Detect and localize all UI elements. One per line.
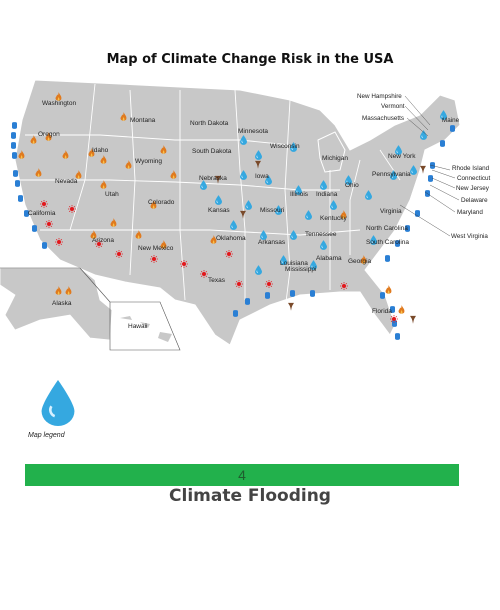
state-label: Pennsylvania bbox=[372, 171, 411, 178]
map-title: Map of Climate Change Risk in the USA bbox=[106, 52, 394, 67]
state-label: South Dakota bbox=[192, 148, 232, 155]
state-label: New Mexico bbox=[138, 245, 174, 252]
state-label: Oklahoma bbox=[216, 235, 246, 242]
state-label: Missouri bbox=[260, 207, 284, 214]
state-label: Arizona bbox=[92, 237, 114, 244]
callout-label: Rhode Island bbox=[452, 165, 490, 172]
state-label: Kentucky bbox=[320, 215, 347, 222]
alaska-inset bbox=[0, 267, 113, 341]
state-label: Colorado bbox=[148, 199, 175, 206]
callout-label: Maryland bbox=[457, 209, 483, 216]
state-borders bbox=[20, 83, 401, 311]
contiguous-us-landmass bbox=[14, 79, 461, 346]
state-label: Hawaii bbox=[128, 323, 148, 330]
callout-label: Massachusetts bbox=[362, 115, 404, 122]
legend-caption: Map legend bbox=[28, 432, 65, 439]
state-label: Georgia bbox=[348, 258, 372, 265]
state-label: Mississippi bbox=[285, 266, 316, 273]
state-labels: Washington Montana North Dakota Minnesot… bbox=[28, 100, 416, 330]
callout-label: New Jersey bbox=[456, 185, 490, 192]
state-label: North Carolina bbox=[366, 225, 408, 232]
state-label: Montana bbox=[130, 117, 156, 124]
michigan-peninsula bbox=[317, 131, 346, 173]
state-label: Alaska bbox=[52, 300, 72, 307]
state-label: South Carolina bbox=[366, 239, 409, 246]
risk-category-title: Climate Flooding bbox=[169, 486, 331, 506]
state-label: Florida bbox=[372, 308, 392, 315]
state-label: Tennessee bbox=[305, 231, 337, 238]
state-label: Nebraska bbox=[199, 175, 227, 182]
water-drop-icon bbox=[41, 380, 75, 426]
state-label: Idaho bbox=[92, 147, 109, 154]
state-label: California bbox=[28, 210, 56, 217]
state-label: Iowa bbox=[255, 173, 269, 180]
state-label: Arkansas bbox=[258, 239, 286, 246]
state-label: Alabama bbox=[316, 255, 342, 262]
state-label: Minnesota bbox=[238, 128, 268, 135]
callout-label: West Virginia bbox=[451, 233, 488, 240]
callout-label: Vermont bbox=[381, 103, 405, 110]
state-label: Utah bbox=[105, 191, 119, 198]
state-label: North Dakota bbox=[190, 120, 229, 127]
state-label: Illinois bbox=[290, 191, 309, 198]
northeast-callouts: New Hampshire Vermont Massachusetts Main… bbox=[357, 93, 491, 240]
state-label: Louisiana bbox=[280, 260, 308, 267]
state-label: New York bbox=[388, 153, 416, 160]
state-label: Nevada bbox=[55, 178, 78, 185]
state-label: Michigan bbox=[322, 155, 348, 162]
state-label: Indiana bbox=[316, 191, 338, 198]
state-label: Virginia bbox=[380, 208, 402, 215]
us-risk-map: Washington Montana North Dakota Minnesot… bbox=[0, 79, 491, 351]
state-label: Texas bbox=[208, 277, 226, 284]
hawaii-inset bbox=[109, 301, 181, 351]
risk-level-value: 4 bbox=[238, 467, 246, 483]
callout-label: New Hampshire bbox=[357, 93, 402, 100]
state-label: Wisconsin bbox=[270, 143, 300, 150]
state-label: Kansas bbox=[208, 207, 230, 214]
state-label: Wyoming bbox=[135, 158, 162, 165]
callout-label: Maine bbox=[442, 117, 460, 124]
callout-label: Delaware bbox=[461, 197, 488, 204]
risk-level-bar: 4 bbox=[25, 464, 459, 486]
callout-label: Connecticut bbox=[457, 175, 491, 182]
state-label: Ohio bbox=[345, 182, 359, 189]
state-label: Washington bbox=[42, 100, 76, 107]
state-label: Oregon bbox=[38, 131, 60, 138]
